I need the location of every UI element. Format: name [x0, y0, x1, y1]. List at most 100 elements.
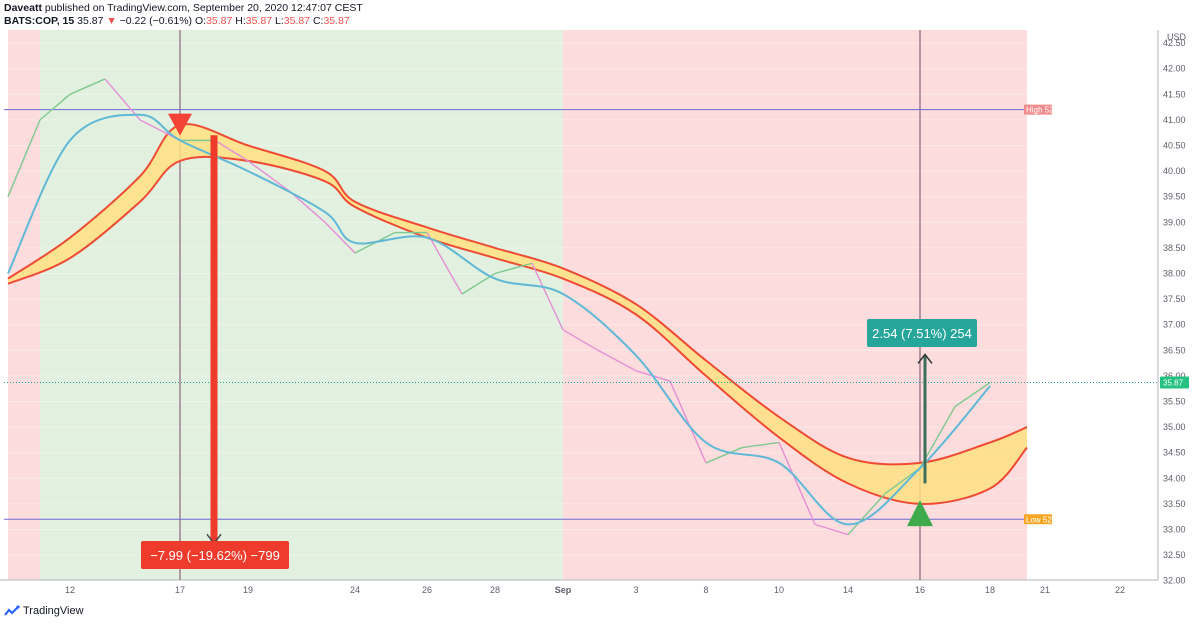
chart-header: Daveatt published on TradingView.com, Se…: [0, 0, 1200, 30]
price-segment: [954, 381, 991, 408]
y-tick-label: 36.00: [1163, 371, 1186, 381]
y-tick-label: 33.00: [1163, 525, 1186, 535]
author-name[interactable]: Daveatt: [4, 2, 42, 14]
price-segment: [597, 349, 637, 372]
level-tag: [1024, 104, 1052, 115]
x-tick-label: 10: [774, 585, 784, 595]
y-tick-label: 38.50: [1163, 243, 1186, 253]
price-segment: [289, 191, 326, 223]
price-segment: [324, 221, 356, 254]
measure-label: −7.99 (−19.62%) −799: [150, 548, 280, 563]
band-lower-line: [7, 155, 1028, 505]
chart-footer: [0, 602, 1200, 625]
x-tick-label: 3: [633, 585, 638, 595]
symbol-label[interactable]: BATS:COP, 15: [4, 15, 75, 27]
high-value: 35.87: [245, 15, 273, 27]
y-tick-label: 37.00: [1163, 320, 1186, 330]
y-tick-label: 40.50: [1163, 141, 1186, 151]
x-tick-label: 21: [1040, 585, 1050, 595]
open-label: O:: [194, 15, 207, 27]
y-tick-label: 32.00: [1163, 576, 1186, 586]
sell-signal-icon: [168, 113, 192, 136]
price-segment: [494, 262, 533, 275]
x-tick-label: 12: [65, 585, 75, 595]
level-tag-label: High 52: [1026, 106, 1054, 115]
publish-info: published on TradingView.com, September …: [44, 2, 363, 14]
measure-label-box: [141, 541, 289, 569]
x-tick-label: 14: [843, 585, 853, 595]
price-segment: [426, 232, 463, 295]
ohlc-legend: BATS:COP, 15 35.87 ▼ −0.22 (−0.61%) O:35…: [4, 15, 350, 27]
price-segment: [214, 139, 249, 162]
price-segment: [814, 523, 849, 536]
tradingview-brand: TradingView: [23, 605, 84, 617]
ema-line: [7, 113, 991, 526]
price-segment: [884, 467, 921, 495]
arrow-up-icon: [917, 353, 933, 364]
measure-label: 2.54 (7.51%) 254: [872, 326, 972, 341]
price-segment: [247, 160, 291, 193]
level-tag: [1024, 514, 1052, 525]
x-tick-label: 8: [703, 585, 708, 595]
last-price-label: 35.87: [1163, 379, 1184, 388]
price-segment: [741, 441, 780, 449]
x-tick-label: 22: [1115, 585, 1125, 595]
price-segment: [669, 380, 707, 464]
price-segment: [104, 78, 141, 121]
price-segment: [7, 119, 41, 197]
background-zone-red: [8, 30, 40, 580]
y-tick-label: 34.50: [1163, 448, 1186, 458]
y-tick-label: 38.00: [1163, 269, 1186, 279]
x-tick-label: 16: [915, 585, 925, 595]
y-tick-label: 34.00: [1163, 473, 1186, 483]
band-upper-line: [7, 123, 1028, 466]
tradingview-icon: [4, 605, 20, 616]
x-tick-label: 17: [175, 585, 185, 595]
low-label: L:: [274, 15, 284, 27]
price-segment: [705, 446, 743, 464]
high-label: H:: [235, 15, 246, 27]
x-tick-label: Sep: [555, 585, 572, 595]
y-tick-label: 41.50: [1163, 89, 1186, 99]
down-arrow-icon: ▼: [106, 15, 117, 27]
price-segment: [778, 442, 816, 525]
price-segment: [39, 93, 71, 121]
last-price-tag: [1160, 376, 1189, 389]
price-change: −0.22 (−0.61%): [119, 15, 193, 27]
last-price: 35.87: [77, 15, 104, 27]
currency-label: USD: [1167, 32, 1187, 42]
measure-label-box: [867, 319, 977, 347]
y-tick-label: 33.50: [1163, 499, 1186, 509]
buy-signal-icon: [907, 500, 933, 527]
background-zone-green: [40, 30, 563, 580]
y-tick-label: 37.50: [1163, 294, 1186, 304]
y-tick-label: 39.50: [1163, 192, 1186, 202]
price-segment: [69, 78, 106, 95]
price-axis: [1158, 30, 1200, 602]
x-tick-label: 28: [490, 585, 500, 595]
close-value: 35.87: [323, 15, 350, 27]
tradingview-logo[interactable]: TradingView: [4, 605, 84, 617]
y-tick-label: 42.00: [1163, 64, 1186, 74]
x-tick-label: 19: [243, 585, 253, 595]
open-value: 35.87: [206, 15, 233, 27]
x-tick-label: 26: [422, 585, 432, 595]
publish-line: Daveatt published on TradingView.com, Se…: [4, 2, 363, 14]
y-tick-label: 41.00: [1163, 115, 1186, 125]
close-label: C:: [312, 15, 324, 27]
y-tick-label: 35.00: [1163, 422, 1186, 432]
y-tick-label: 36.50: [1163, 345, 1186, 355]
low-value: 35.87: [283, 15, 311, 27]
price-segment: [531, 262, 564, 331]
x-tick-label: 18: [985, 585, 995, 595]
price-segment: [562, 329, 599, 351]
y-tick-label: 42.50: [1163, 38, 1186, 48]
x-tick-label: 24: [350, 585, 360, 595]
level-tag-label: Low 52: [1026, 515, 1052, 524]
price-segment: [847, 493, 886, 536]
y-tick-label: 35.50: [1163, 397, 1186, 407]
y-tick-label: 40.00: [1163, 166, 1186, 176]
y-tick-label: 39.00: [1163, 217, 1186, 227]
y-tick-label: 32.50: [1163, 550, 1186, 560]
